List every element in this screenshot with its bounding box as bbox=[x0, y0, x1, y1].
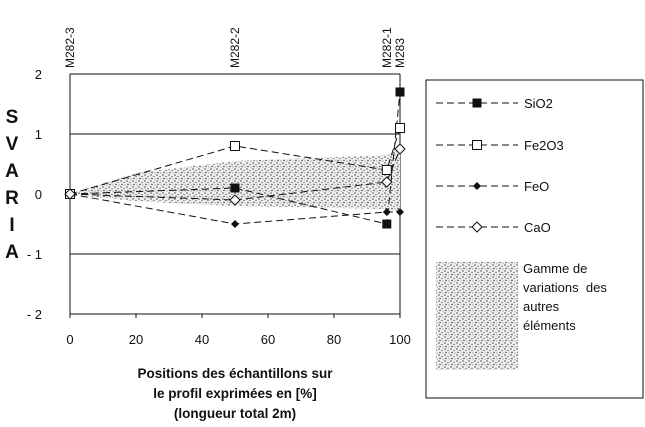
y-tick-label: 2 bbox=[35, 67, 42, 82]
sample-label: M282-2 bbox=[228, 27, 242, 68]
data-point-feo bbox=[231, 220, 239, 228]
series-line-feo bbox=[69, 193, 400, 225]
sample-label: M282-3 bbox=[63, 27, 77, 68]
data-point-cao bbox=[394, 143, 406, 155]
legend-label-fe2o3: Fe2O3 bbox=[524, 138, 564, 153]
legend-band-line-2: variations des bbox=[523, 280, 607, 295]
data-point-feo bbox=[382, 208, 391, 216]
series-line-cao bbox=[69, 148, 401, 201]
legend-band-line-4: éléments bbox=[523, 318, 576, 333]
y-axis-label-letter: I bbox=[9, 215, 14, 236]
x-axis-label-line-3: (longueur total 2m) bbox=[174, 406, 296, 421]
y-axis-label-letter: V bbox=[6, 134, 19, 155]
sample-label: M282-1 bbox=[380, 27, 394, 68]
x-axis-label-line-1: Positions des échantillons sur bbox=[137, 366, 333, 381]
x-axis-label: Positions des échantillons sur le profil… bbox=[137, 366, 333, 421]
y-tick-label: 0 bbox=[35, 187, 42, 202]
data-point-cao bbox=[64, 188, 76, 200]
legend-marker-sio2 bbox=[472, 98, 482, 108]
y-axis-label-letter: A bbox=[5, 161, 19, 182]
x-tick-label: 100 bbox=[389, 332, 411, 347]
sample-label: M283 bbox=[393, 38, 407, 68]
data-point-fe2o3 bbox=[381, 165, 392, 175]
x-tick-label: 60 bbox=[261, 332, 275, 347]
y-axis-label-letter: A bbox=[5, 242, 19, 263]
legend-band-line-1: Gamme de bbox=[523, 261, 587, 276]
data-point-cao bbox=[229, 194, 241, 206]
legend-label-sio2: SiO2 bbox=[524, 96, 553, 111]
legend-band-swatch bbox=[436, 262, 518, 370]
x-tick-label: 40 bbox=[195, 332, 209, 347]
legend-box bbox=[425, 79, 644, 399]
y-tick-label: - 1 bbox=[27, 247, 42, 262]
data-point-sio2 bbox=[395, 87, 405, 97]
data-point-fe2o3 bbox=[395, 123, 405, 133]
legend-marker-cao bbox=[471, 221, 483, 233]
y-tick-label: - 2 bbox=[27, 307, 42, 322]
x-tick-label: 20 bbox=[129, 332, 143, 347]
data-point-sio2 bbox=[230, 183, 240, 193]
y-tick-label: 1 bbox=[35, 127, 42, 142]
variation-band-layer bbox=[70, 146, 400, 212]
axis-layer: 2 1 0 - 1 - 2 0 20 40 60 80 100 M282-3 M282-2 M282-1 M… bbox=[27, 27, 411, 347]
series-line-sio2 bbox=[69, 91, 401, 225]
x-tick-label: 0 bbox=[66, 332, 73, 347]
variation-band bbox=[70, 146, 400, 212]
series-layer bbox=[64, 87, 406, 229]
series-line-fe2o3 bbox=[69, 127, 401, 195]
data-point-sio2 bbox=[382, 219, 392, 229]
legend-label-feo: FeO bbox=[524, 179, 549, 194]
x-axis-label-line-2: le profil exprimées en [%] bbox=[153, 386, 317, 401]
legend-marker-feo bbox=[473, 182, 481, 190]
data-point-fe2o3 bbox=[230, 141, 240, 151]
data-point-cao bbox=[381, 176, 393, 188]
legend-label-cao: CaO bbox=[524, 220, 551, 235]
y-axis-label-letter: R bbox=[5, 188, 19, 209]
x-tick-label: 80 bbox=[327, 332, 341, 347]
data-point-feo bbox=[396, 208, 404, 216]
legend-band-line-3: autres bbox=[523, 299, 560, 314]
legend-marker-fe2o3 bbox=[472, 140, 482, 150]
y-axis-label-letter: S bbox=[6, 107, 19, 128]
